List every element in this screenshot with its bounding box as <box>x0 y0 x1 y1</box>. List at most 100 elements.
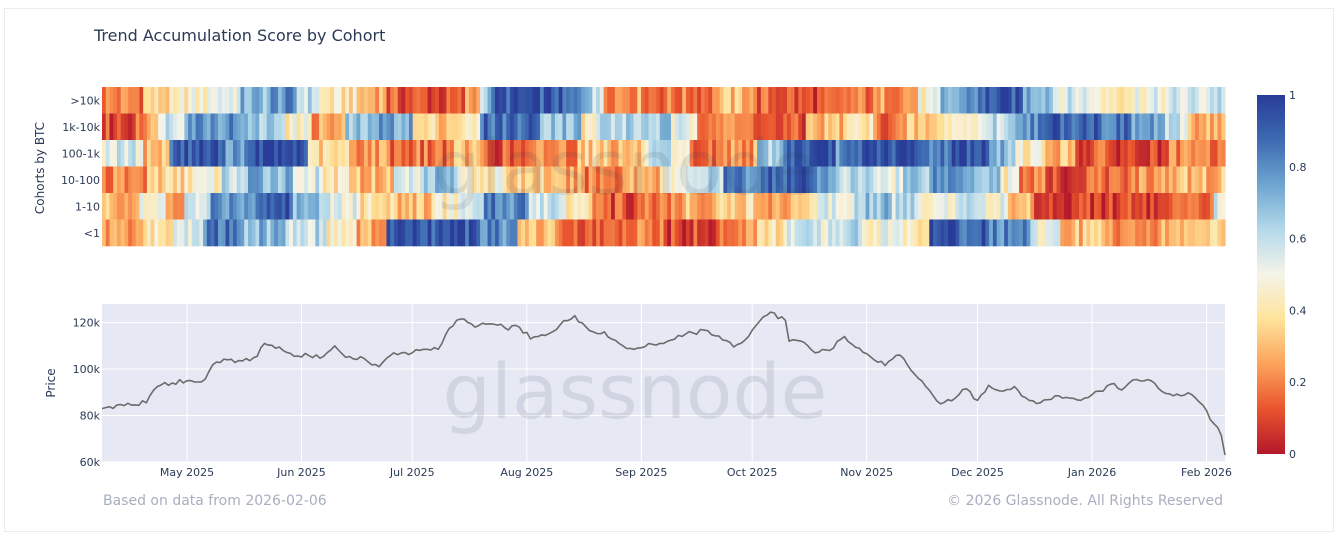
heatmap-cell <box>1022 113 1028 141</box>
heatmap-cell <box>1097 219 1103 247</box>
heatmap-cell <box>693 166 698 194</box>
heatmap-cell <box>745 113 751 141</box>
heatmap-cell <box>955 87 960 114</box>
heatmap-cell <box>970 87 975 114</box>
heatmap-cell <box>558 113 564 141</box>
heatmap-cell <box>476 140 481 167</box>
heatmap-cell <box>936 87 942 114</box>
heatmap-cell <box>184 113 189 141</box>
heatmap-cell <box>1202 219 1207 247</box>
heatmap-cell <box>678 193 683 220</box>
heatmap-cell <box>985 87 990 114</box>
heatmap-cell <box>1015 140 1020 167</box>
heatmap-cell <box>670 193 676 220</box>
heatmap-cell <box>1150 140 1155 167</box>
heatmap-cell <box>465 87 470 114</box>
heatmap-cell <box>195 166 200 194</box>
heatmap-cell <box>1217 140 1222 167</box>
heatmap-cell <box>918 113 923 141</box>
heatmap-cell <box>839 166 844 194</box>
heatmap-cell <box>562 193 567 220</box>
heatmap-cell <box>1049 113 1054 141</box>
heatmap-cell <box>1142 113 1147 141</box>
heatmap-cell <box>195 140 200 167</box>
heatmap-cell <box>794 140 799 167</box>
heatmap-cell <box>805 140 811 167</box>
heatmap-cell <box>229 193 234 220</box>
heatmap-cell <box>599 219 605 247</box>
heatmap-cell <box>1037 166 1043 194</box>
heatmap-cell <box>1049 166 1054 194</box>
heatmap-cell <box>1161 113 1166 141</box>
heatmap-cell <box>1011 113 1016 141</box>
heatmap-cell <box>1004 113 1009 141</box>
heatmap-cell <box>697 166 702 194</box>
heatmap-cell <box>1019 87 1024 114</box>
heatmap-cell <box>622 140 627 167</box>
heatmap-cell <box>105 87 111 114</box>
heatmap-cell <box>386 87 391 114</box>
heatmap-cell <box>184 193 189 220</box>
heatmap-cell <box>700 87 706 114</box>
heatmap-cell <box>173 166 178 194</box>
heatmap-cell <box>876 219 882 247</box>
heatmap-cell <box>783 113 788 141</box>
heatmap-cell <box>367 166 373 194</box>
heatmap-cell <box>1007 219 1013 247</box>
heatmap-cell <box>472 193 477 220</box>
heatmap-cell <box>1075 140 1080 167</box>
heatmap-cell <box>584 113 590 141</box>
heatmap-cell <box>281 166 287 194</box>
heatmap-cell <box>760 166 766 194</box>
heatmap-cell <box>150 87 155 114</box>
heatmap-cell <box>768 193 773 220</box>
heatmap-cell <box>319 193 324 220</box>
heatmap-cell <box>1093 87 1099 114</box>
heatmap-cell <box>947 113 953 141</box>
heatmap-cell <box>345 113 350 141</box>
heatmap-cell <box>176 193 182 220</box>
heatmap-cell <box>667 113 672 141</box>
heatmap-cell <box>1176 166 1181 194</box>
heatmap-cell <box>562 87 567 114</box>
heatmap-cell <box>1195 113 1200 141</box>
heatmap-cell <box>1097 193 1103 220</box>
heatmap-cell <box>150 219 155 247</box>
heatmap-cell <box>1135 87 1140 114</box>
heatmap-cell <box>543 113 549 141</box>
heatmap-cell <box>929 87 934 114</box>
heatmap-cell <box>835 87 841 114</box>
heatmap-cell <box>674 219 680 247</box>
heatmap-cell <box>517 140 522 167</box>
heatmap-cell <box>569 113 575 141</box>
heatmap-cell <box>356 140 361 167</box>
heatmap-cell <box>393 113 399 141</box>
heatmap-cell <box>1041 166 1046 194</box>
heatmap-cell <box>1086 140 1091 167</box>
heatmap-cell <box>633 113 638 141</box>
heatmap-cell <box>416 140 421 167</box>
heatmap-cell <box>581 166 586 194</box>
heatmap-cell <box>951 166 957 194</box>
heatmap-cell <box>787 219 792 247</box>
heatmap-cell <box>255 166 260 194</box>
heatmap-cell <box>191 193 197 220</box>
price-y-axis-title: Price <box>44 368 58 397</box>
heatmap-cell <box>154 193 159 220</box>
heatmap-cell <box>1090 113 1095 141</box>
heatmap-cell <box>1183 219 1189 247</box>
heatmap-cell <box>259 219 264 247</box>
heatmap-cell <box>873 140 878 167</box>
heatmap-cell <box>468 166 474 194</box>
heatmap-cell <box>674 87 680 114</box>
heatmap-cell <box>401 113 406 141</box>
heatmap-cell <box>700 219 706 247</box>
heatmap-cell <box>641 166 646 194</box>
heatmap-cell <box>554 193 560 220</box>
heatmap-cell <box>858 219 863 247</box>
heatmap-cell <box>513 140 519 167</box>
heatmap-cell <box>397 140 403 167</box>
heatmap-cell <box>247 166 253 194</box>
heatmap-cell <box>304 193 309 220</box>
heatmap-cell <box>554 113 560 141</box>
